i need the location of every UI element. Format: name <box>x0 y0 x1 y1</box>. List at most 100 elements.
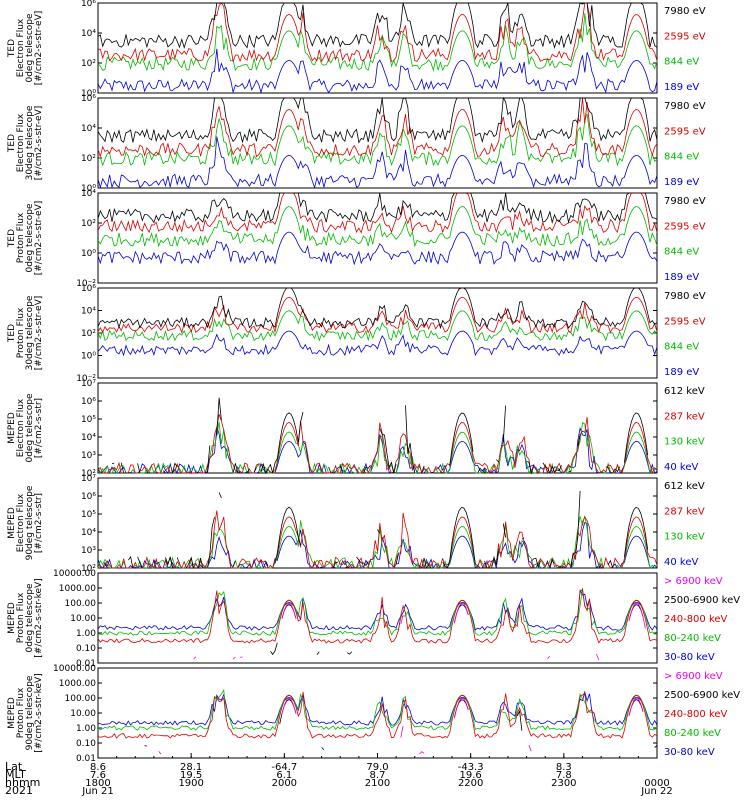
y-tick-label: 10⁰ <box>81 89 96 99</box>
y-tick-label: 10⁰ <box>81 184 96 194</box>
x-tick-label-lat: 79.0 <box>366 762 388 773</box>
y-tick-label: 10⁴ <box>81 189 96 199</box>
x-tick-label-hhmm: 2300 <box>551 778 576 789</box>
legend-entry: 2595 eV <box>664 316 706 327</box>
y-axis-label: 0deg telescope <box>25 13 35 83</box>
series-trace <box>97 330 658 357</box>
y-axis-label: [#/cm2-s-str-eV] <box>34 106 44 181</box>
y-tick-label: 10.00 <box>70 614 96 624</box>
series-trace <box>97 588 658 644</box>
orbit-label-hhmm: hhmm <box>5 776 40 789</box>
series-trace <box>97 2 658 63</box>
y-axis-label: Proton Flux <box>16 592 26 643</box>
legend-entry: 612 keV <box>664 481 705 492</box>
y-tick-label: 10⁶ <box>81 492 96 502</box>
x-tick-label-mlt: 8.7 <box>370 770 386 781</box>
orbit-label-year: 2021 <box>5 784 33 797</box>
x-tick-label-hhmm: 2100 <box>365 778 390 789</box>
legend-entry: > 6900 keV <box>664 576 723 587</box>
y-tick-label: 10⁵ <box>81 510 96 520</box>
y-axis-label: TED <box>7 229 17 248</box>
legend-entry: 844 eV <box>664 152 699 163</box>
y-axis-label: [#/cm2-s-str] <box>34 398 44 458</box>
y-tick-label: 10² <box>81 329 96 339</box>
series-trace <box>97 96 658 144</box>
legend-entry: 844 eV <box>664 57 699 68</box>
x-tick-label-date: Jun 22 <box>640 786 673 797</box>
y-tick-label: 10⁰ <box>81 352 96 362</box>
series-trace <box>97 690 658 726</box>
series-trace <box>97 192 658 224</box>
panel-3: 10⁻² 10⁰ 10² 10⁴ TED Proton Flux 0deg telescop… <box>7 189 706 289</box>
series-trace <box>97 97 658 158</box>
y-axis-label: TED <box>7 324 17 343</box>
y-axis-label: 90deg telescope <box>25 675 35 750</box>
series-trace <box>97 231 658 266</box>
orbit-label-mlt: MLT <box>5 768 26 781</box>
legend-entry: 7980 eV <box>664 101 706 112</box>
y-axis-label: Proton Flux <box>16 212 26 263</box>
y-tick-label: 1.00 <box>76 629 96 639</box>
legend-entry: 2500-6900 keV <box>664 690 740 701</box>
y-tick-label: 10⁶ <box>81 94 96 104</box>
panel-1: 10⁰ 10² 10⁴ 10⁶ TED Electron Flux 0deg telesco… <box>7 0 706 99</box>
y-axis-label: Proton Flux <box>16 307 26 358</box>
series-trace <box>97 587 658 636</box>
y-axis-label: TED <box>7 39 17 58</box>
series-trace <box>97 113 658 167</box>
orbit-label-lat: Lat <box>5 760 23 773</box>
legend-entry: 40 keV <box>664 557 698 568</box>
series-trace <box>97 310 658 342</box>
x-tick-label-hhmm: 2200 <box>458 778 483 789</box>
legend-entry: 2500-6900 keV <box>664 595 740 606</box>
series-trace <box>97 414 658 475</box>
y-tick-label: 10⁻² <box>76 279 96 289</box>
legend-entry: 40 keV <box>664 462 698 473</box>
panel-6: 10² 10³ 10⁴ 10⁵ 10⁶ 10⁷ MEPED Electron Flux 90de… <box>7 474 705 574</box>
legend-entry: 80-240 keV <box>664 633 721 644</box>
x-tick-label-mlt: 6.1 <box>276 770 292 781</box>
y-tick-label: 10⁶ <box>81 284 96 294</box>
x-tick-label-lat: 8.6 <box>90 762 106 773</box>
y-axis-label: Electron Flux <box>16 113 26 172</box>
y-tick-label: 10⁴ <box>81 29 96 39</box>
x-tick-label-mlt: 19.5 <box>180 770 202 781</box>
legend-entry: 7980 eV <box>664 291 706 302</box>
legend-entry: 130 keV <box>664 532 705 543</box>
y-tick-label: 0.10 <box>76 644 96 654</box>
y-tick-label: 10⁶ <box>81 397 96 407</box>
y-axis-label: 90deg telescope <box>25 485 35 560</box>
y-axis-label: 30deg telescope <box>25 295 35 370</box>
y-tick-label: 10.00 <box>70 709 96 719</box>
y-tick-label: 10² <box>81 154 96 164</box>
x-tick-label-hhmm: 0000 <box>644 778 669 789</box>
y-tick-label: 10⁻² <box>76 374 96 384</box>
legend-entry: 30-80 keV <box>664 652 715 663</box>
series-trace <box>144 699 658 750</box>
y-tick-label: 10000.00 <box>53 569 96 579</box>
x-tick-label-lat: -64.7 <box>271 762 297 773</box>
y-axis-label: [#/cm2-s-str-keV] <box>34 673 44 752</box>
series-trace <box>97 515 658 570</box>
series-trace <box>97 510 658 570</box>
panel-4: 10⁻² 10⁰ 10² 10⁴ 10⁶ TED Proton Flux 30deg tele… <box>7 284 706 384</box>
y-tick-label: 10³ <box>81 546 96 556</box>
legend-entry: 612 keV <box>664 386 705 397</box>
legend-entry: 189 eV <box>664 82 699 93</box>
y-axis-label: Electron Flux <box>16 18 26 77</box>
series-trace <box>97 192 658 234</box>
legend-entry: 7980 eV <box>664 6 706 17</box>
x-tick-label-mlt: 7.6 <box>90 770 106 781</box>
y-tick-label: 10² <box>81 564 96 574</box>
panel-7: 0.01 0.10 1.00 10.00 100.00 1000.00 10000.00 ME… <box>7 569 740 669</box>
series-trace <box>194 603 653 660</box>
y-tick-label: 10000.00 <box>53 664 96 674</box>
legend-entry: 287 keV <box>664 411 705 422</box>
y-axis-label: MEPED <box>7 602 17 634</box>
legend-entry: 189 eV <box>664 272 699 283</box>
y-axis-label: 0deg telescope <box>25 203 35 273</box>
series-trace <box>97 136 658 190</box>
